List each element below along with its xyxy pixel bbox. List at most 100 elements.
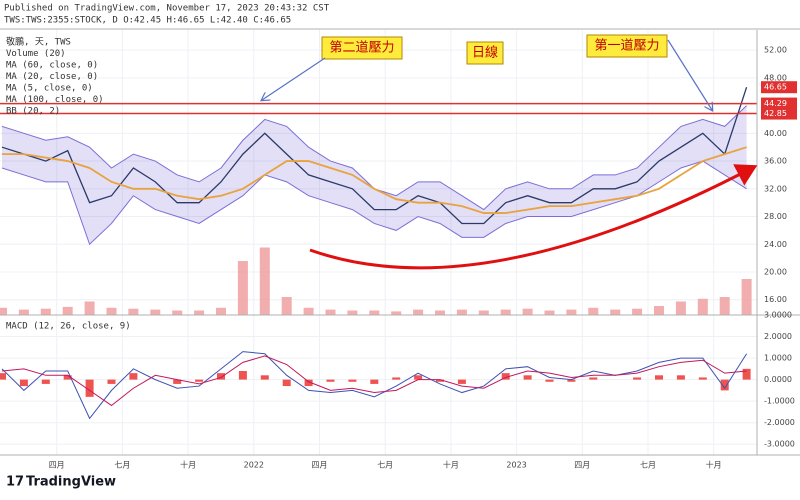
volume-bar xyxy=(84,301,95,315)
x-tick-label: 十月 xyxy=(706,460,722,470)
volume-bar xyxy=(522,308,533,315)
volume-bar xyxy=(741,279,752,315)
volume-bar xyxy=(654,306,664,315)
volume-bar xyxy=(303,307,314,315)
price-label: 44.29 xyxy=(764,99,787,108)
price-label: 46.65 xyxy=(764,83,787,92)
macd-line xyxy=(1,351,748,420)
y-tick-label: 48.00 xyxy=(764,73,787,82)
volume-bar xyxy=(347,310,358,315)
y-tick-label: 32.00 xyxy=(764,184,787,193)
y-tick-label: 28.00 xyxy=(764,212,787,221)
histogram-bar xyxy=(217,373,225,380)
volume-bar xyxy=(697,298,708,315)
volume-bar xyxy=(544,310,555,315)
histogram-bar xyxy=(501,373,510,380)
series-line xyxy=(1,87,748,225)
histogram-bar xyxy=(195,379,204,382)
volume-bar xyxy=(325,309,336,315)
trend-arrow xyxy=(309,164,758,270)
histogram-bar xyxy=(392,377,401,380)
histogram-bar xyxy=(633,377,642,380)
x-tick-label: 2023 xyxy=(506,461,526,470)
note-box xyxy=(586,34,668,58)
macd-line xyxy=(1,355,747,407)
volume-bar xyxy=(237,261,248,315)
annotation: 日線 xyxy=(472,45,498,61)
histogram-bar xyxy=(698,377,707,380)
volume-bar xyxy=(391,311,402,315)
x-tick-label: 十月 xyxy=(180,460,196,470)
histogram-bar xyxy=(676,375,685,380)
note-box xyxy=(466,41,504,65)
histogram-bar xyxy=(589,377,598,380)
x-tick-label: 四月 xyxy=(312,461,328,470)
histogram-bar xyxy=(655,375,663,380)
volume-bar xyxy=(675,301,686,315)
header-line: Published on TradingView.com, November 1… xyxy=(4,4,330,14)
legend-entry: MA (20, close, 0) xyxy=(6,72,98,82)
histogram-bar xyxy=(107,379,116,384)
x-tick-label: 七月 xyxy=(640,461,656,470)
volume-bar xyxy=(500,309,511,315)
band-fill xyxy=(2,105,747,245)
volume-bar xyxy=(413,309,424,315)
volume-bar xyxy=(128,308,139,315)
histogram-bar xyxy=(0,373,6,380)
volume-bar xyxy=(281,297,292,315)
volume-bar xyxy=(369,310,380,315)
volume-bar xyxy=(435,310,445,315)
footer-text: TradingView xyxy=(26,475,116,490)
volume-bar xyxy=(18,309,29,315)
legend-entry: 敬鵬, 天, TWS xyxy=(6,36,71,48)
header-line: TWS:TWS:2355:STOCK, D O:42.45 H:46.65 L:… xyxy=(4,16,291,26)
volume-bar xyxy=(610,309,621,315)
annotation: 第一道壓力 xyxy=(594,39,659,54)
legend-entry: BB (20, 2) xyxy=(6,107,60,117)
histogram-bar xyxy=(457,379,466,384)
footer: 17 TradingView xyxy=(6,475,116,490)
volume-bar xyxy=(719,297,730,315)
y-tick-label: 40.00 xyxy=(764,129,787,138)
volume-bar xyxy=(216,307,226,315)
histogram-bar xyxy=(720,379,729,391)
x-tick-label: 十月 xyxy=(443,460,459,470)
histogram-bar xyxy=(129,373,138,380)
volume-bar xyxy=(40,308,51,315)
volume-bar xyxy=(194,310,205,315)
volume-bar xyxy=(632,308,643,315)
x-tick-label: 七月 xyxy=(377,461,393,470)
histogram-bar xyxy=(414,375,423,380)
legend-entry: Volume (20) xyxy=(6,49,66,59)
price-label-bg xyxy=(761,97,797,110)
x-tick-label: 七月 xyxy=(114,461,130,470)
y-tick-label: 24.00 xyxy=(764,240,787,249)
x-tick-label: 2022 xyxy=(244,461,264,470)
annotation: 第二道壓力 xyxy=(329,41,394,56)
y-tick-label: 36.00 xyxy=(764,157,787,166)
volume-bar xyxy=(172,310,183,315)
y-tick-label: 2.0000 xyxy=(764,332,792,341)
legend-entry: MACD (12, 26, close, 9) xyxy=(6,322,131,332)
y-tick-label: -1.0000 xyxy=(764,397,795,406)
histogram-bar xyxy=(85,379,94,397)
marks xyxy=(0,87,757,420)
x-tick-label: 四月 xyxy=(574,461,590,470)
legend-entry: MA (100, close, 0) xyxy=(6,95,104,105)
volume-bar xyxy=(478,310,489,315)
price-label: 42.85 xyxy=(764,109,787,118)
histogram-bar xyxy=(173,379,182,384)
band-lower xyxy=(1,160,747,246)
y-tick-label: 16.00 xyxy=(764,295,787,304)
histogram-bar xyxy=(742,368,751,380)
price-label-bg xyxy=(761,107,797,120)
logo: 17 xyxy=(6,475,24,490)
y-tick-label: 1.0000 xyxy=(764,354,792,363)
volume-bar xyxy=(456,309,467,315)
note-box xyxy=(321,36,403,60)
series-line xyxy=(2,146,747,214)
y-tick-label: 52.00 xyxy=(764,46,787,55)
legend-entry: MA (60, close, 0) xyxy=(6,61,98,71)
volume-bar xyxy=(259,247,270,315)
